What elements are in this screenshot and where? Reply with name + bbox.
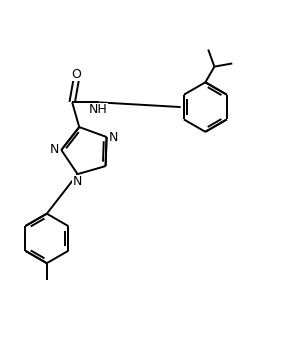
Text: N: N (73, 175, 82, 188)
Text: NH: NH (88, 103, 107, 117)
Text: N: N (108, 130, 118, 144)
Text: N: N (50, 144, 59, 156)
Text: O: O (71, 68, 81, 81)
